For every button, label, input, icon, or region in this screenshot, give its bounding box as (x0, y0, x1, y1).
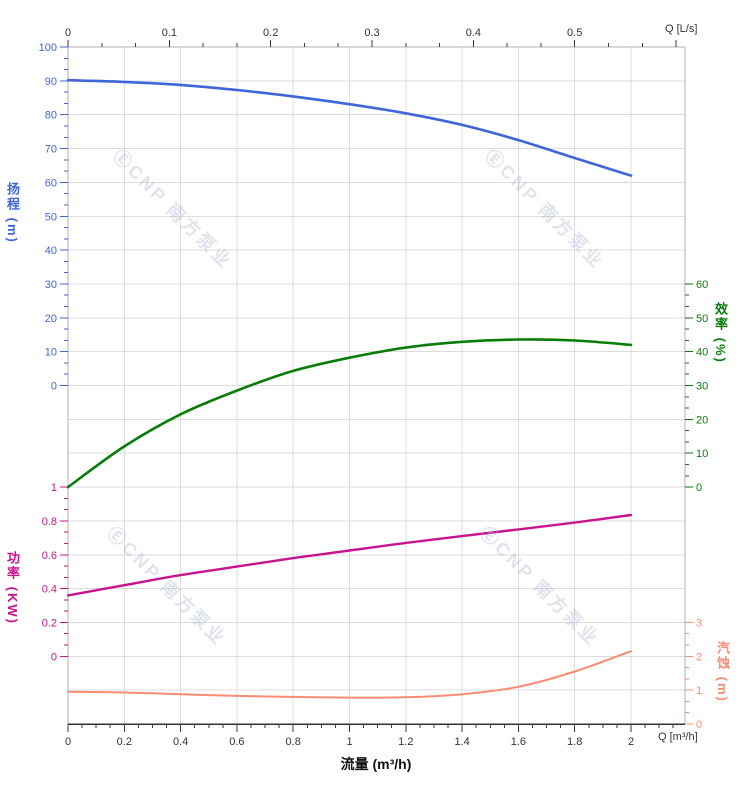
bottom-axis-unit-label: Q [m³/h] (658, 731, 698, 743)
bottom-tick-label: 0.8 (286, 736, 301, 748)
efficiency-tick-label: 0 (696, 482, 702, 494)
npsh-curve (67, 650, 632, 699)
head-tick-label: 10 (45, 347, 57, 359)
efficiency-tick-label: 50 (696, 313, 708, 325)
npsh-tick-label: 0 (696, 719, 702, 731)
top-axis (67, 40, 677, 47)
bottom-tick-label: 1.6 (511, 736, 526, 748)
efficiency-tick-label: 30 (696, 381, 708, 393)
npsh-tick-label: 3 (696, 617, 702, 629)
bottom-tick-label: 1.4 (454, 736, 469, 748)
efficiency-tick-label: 40 (696, 347, 708, 359)
head-curve (66, 78, 633, 177)
bottom-tick-label: 1.2 (398, 736, 413, 748)
power-tick-label: 1 (51, 482, 57, 494)
bottom-tick-label: 0.4 (173, 736, 188, 748)
top-tick-label: 0.3 (364, 27, 379, 39)
head-tick-label: 50 (45, 211, 57, 223)
head-tick-label: 70 (45, 144, 57, 156)
efficiency-curve (66, 338, 633, 489)
power-curve (66, 513, 633, 597)
bottom-tick-label: 0.2 (117, 736, 132, 748)
top-tick-label: 0 (65, 27, 71, 39)
bottom-tick-label: 0 (65, 736, 71, 748)
top-tick-label: 0.4 (466, 27, 481, 39)
bottom-tick-label: 1 (346, 736, 352, 748)
npsh-axis (685, 621, 693, 725)
npsh-axis-title: 汽蚀 (m) (715, 641, 730, 703)
head-tick-label: 0 (51, 381, 57, 393)
power-tick-label: 0 (51, 651, 57, 663)
top-axis-unit-label: Q [L/s] (665, 23, 698, 35)
bottom-tick-label: 0.6 (229, 736, 244, 748)
npsh-tick-label: 1 (696, 685, 702, 697)
head-tick-label: 60 (45, 177, 57, 189)
head-axis-title: 扬程 (m) (5, 182, 20, 244)
power-tick-label: 0.8 (42, 516, 57, 528)
flow-axis-title: 流量 (m³/h) (340, 756, 412, 772)
top-tick-label: 0.5 (567, 27, 582, 39)
efficiency-tick-label: 10 (696, 448, 708, 460)
power-tick-label: 0.4 (42, 584, 57, 596)
power-tick-label: 0.6 (42, 550, 57, 562)
bottom-tick-label: 1.8 (567, 736, 582, 748)
bottom-tick-label: 2 (628, 736, 634, 748)
power-tick-label: 0.2 (42, 617, 57, 629)
npsh-tick-label: 2 (696, 651, 702, 663)
top-tick-label: 0.1 (162, 27, 177, 39)
efficiency-axis (685, 283, 693, 488)
bottom-axis (67, 724, 674, 732)
power-axis-title: 功率 (KW) (5, 551, 20, 625)
power-axis (60, 486, 68, 657)
head-tick-label: 90 (45, 76, 57, 88)
efficiency-tick-label: 60 (696, 279, 708, 291)
head-tick-label: 20 (45, 313, 57, 325)
head-axis (60, 46, 68, 386)
head-tick-label: 40 (45, 245, 57, 257)
efficiency-axis-title: 效率 (%) (713, 302, 728, 364)
head-tick-label: 100 (39, 42, 57, 54)
efficiency-tick-label: 20 (696, 414, 708, 426)
head-tick-label: 80 (45, 110, 57, 122)
head-tick-label: 30 (45, 279, 57, 291)
top-tick-label: 0.2 (263, 27, 278, 39)
